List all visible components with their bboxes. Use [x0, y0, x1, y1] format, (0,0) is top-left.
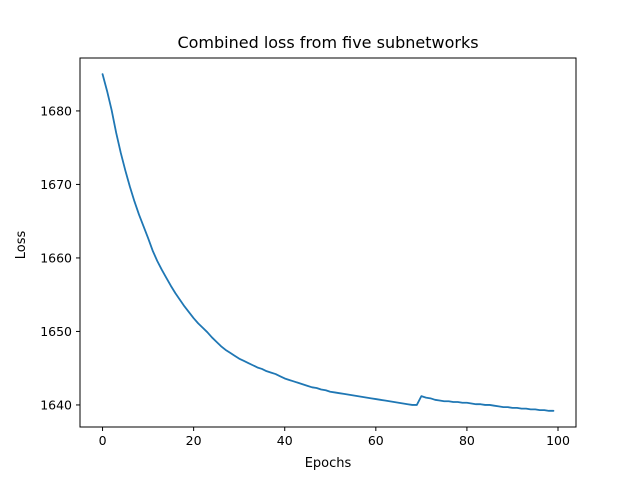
x-tick-label: 20	[186, 433, 202, 448]
x-axis: 0 20 40 60 80 100	[99, 427, 570, 448]
y-tick-label: 1640	[40, 397, 72, 412]
y-tick-label: 1650	[40, 324, 72, 339]
chart-title: Combined loss from five subnetworks	[177, 33, 478, 52]
x-tick-label: 100	[546, 433, 570, 448]
loss-series-line	[101, 73, 555, 412]
y-tick-label: 1680	[40, 103, 72, 118]
y-axis: 1640 1650 1660 1670 1680	[40, 103, 80, 412]
x-tick-label: 0	[99, 433, 107, 448]
y-tick-label: 1670	[40, 177, 72, 192]
x-tick-label: 80	[459, 433, 475, 448]
y-tick-label: 1660	[40, 250, 72, 265]
plot-frame	[79, 57, 577, 428]
x-axis-label: Epochs	[305, 456, 352, 471]
x-tick-label: 60	[368, 433, 384, 448]
x-tick-label: 40	[277, 433, 293, 448]
y-axis-label: Loss	[14, 231, 29, 260]
plot-area	[79, 57, 577, 428]
